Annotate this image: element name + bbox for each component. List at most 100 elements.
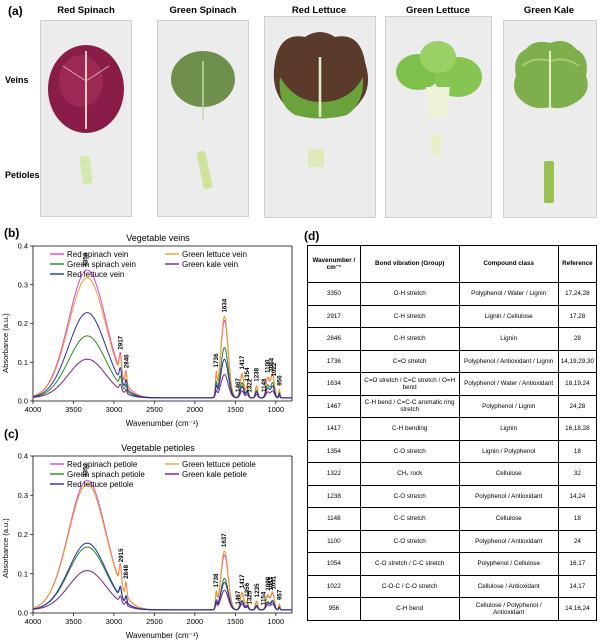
y-axis-label: Absorbance (a.u.) (1, 518, 10, 578)
table-cell: O-H stretch (359, 282, 460, 306)
table-row: 1238 C-O stretch Polyphenol / Antioxidant 1… (307, 484, 598, 508)
peak-label: 1057 (268, 576, 275, 590)
table-cell: Cellulose / Antioxidant (458, 574, 559, 598)
table-row: 1736 C=O stretch Polyphenol / Antioxidant … (307, 349, 598, 373)
photo-green-kale (503, 20, 597, 218)
veins-spectrum-chart: Absorbance (a.u.) Wavenumber (cm⁻¹) 3350… (1, 242, 293, 428)
table-cell: 1322 (307, 462, 361, 486)
x-tick-label: 1500 (227, 617, 244, 626)
table-cell: C-H bending (359, 417, 460, 441)
peak-label: 1354 (244, 367, 251, 381)
table-cell: 956 (307, 597, 361, 621)
peak-label: 1148 (261, 378, 268, 392)
photo-red-lettuce (264, 16, 376, 218)
table-cell: 18 (557, 507, 598, 531)
series-line (32, 312, 292, 399)
peak-label: 1238 (254, 367, 261, 381)
table-row: 1354 C-O stretch Lignin / Polyphenol 18 (307, 439, 598, 463)
x-tick-label: 2500 (146, 405, 163, 414)
table-row: 1417 C-H bending Lignin 16,18,28 (307, 417, 598, 441)
peak-label: 1099 (265, 576, 272, 590)
y-tick-label: 0.2 (18, 319, 28, 328)
x-tick-label: 4000 (25, 405, 42, 414)
x-axis-label: Wavenumber (cm⁻¹) (126, 631, 199, 640)
panel-label-c: (c) (4, 427, 19, 441)
table-cell: 1417 (307, 417, 361, 441)
table-cell: 28 (557, 327, 598, 351)
x-tick-label: 2000 (187, 405, 204, 414)
table-cell: Polyphenol / Cellulose (458, 552, 559, 576)
peak-label: 2848 (123, 564, 130, 578)
table-header-row: Wavenumber / cm⁻¹ Bond vibration (Group)… (307, 245, 598, 283)
photo-col-title: Green Spinach (169, 5, 237, 16)
table-cell: 3350 (307, 282, 361, 306)
table-cell: 14,19,29,30 (557, 349, 598, 373)
green-lettuce-leaf-illustration (396, 41, 482, 155)
table-row: 1322 CH₂ rock Cellulose 32 (307, 462, 598, 486)
peak-label: 1634 (221, 298, 228, 312)
table-cell: Polyphenol / Antioxidant (458, 484, 559, 508)
table-cell: Polyphenol / Water / Lignin (458, 282, 559, 306)
y-tick-label: 0.0 (18, 609, 28, 618)
table-header-cell: Wavenumber / cm⁻¹ (307, 245, 361, 283)
legend-entry: Red spinach vein (67, 250, 128, 259)
y-tick-label: 0.3 (18, 491, 28, 500)
x-tick-label: 2000 (187, 617, 204, 626)
peak-label: 1417 (239, 355, 246, 369)
table-row: 1467 C-H bend / C=C-C aromatic ring stret… (307, 394, 598, 418)
green-kale-leaf-illustration (514, 41, 588, 203)
table-cell: C-O-C / C-O stretch (359, 574, 460, 598)
table-cell: 1054 (307, 552, 361, 576)
table-cell: 1736 (307, 349, 361, 373)
legend-entry: Red lettuce petiole (67, 480, 134, 489)
x-tick-label: 2500 (146, 617, 163, 626)
peak-label: 957 (276, 589, 283, 600)
table-cell: C-O stretch / C-C stretch (359, 552, 460, 576)
peak-label: 956 (276, 375, 283, 386)
table-cell: 32 (557, 462, 598, 486)
peak-label: 2915 (118, 548, 125, 562)
table-cell: C-C stretch (359, 507, 460, 531)
legend-entry: Green lettuce vein (182, 250, 247, 259)
green-spinach-leaf-illustration (171, 51, 235, 189)
peak-label: 2917 (118, 335, 125, 349)
red-lettuce-leaf-illustration (273, 32, 369, 167)
table-cell: 14,17 (557, 574, 598, 598)
table-cell: 1354 (307, 439, 361, 463)
table-cell: Cellulose (458, 507, 559, 531)
table-cell: 16,18,28 (557, 417, 598, 441)
table-header-cell: Bond vibration (Group) (359, 245, 460, 283)
legend-entry: Red spinach petiole (67, 460, 138, 469)
photo-row-label: Petioles (5, 170, 40, 180)
peak-label: 1054 (268, 357, 275, 371)
table-cell: Polyphenol / Antioxidant / Lignin (458, 349, 559, 373)
legend-entry: Green spinach vein (67, 260, 136, 269)
band-assignment-table: Wavenumber / cm⁻¹ Bond vibration (Group)… (307, 245, 598, 621)
x-tick-label: 1000 (267, 617, 284, 626)
petioles-spectrum-chart: Absorbance (a.u.) Wavenumber (cm⁻¹) 3352… (1, 452, 293, 640)
legend-entry: Green lettuce petiole (182, 460, 256, 469)
y-tick-label: 0.4 (18, 452, 28, 461)
x-tick-label: 1500 (227, 405, 244, 414)
table-cell: Polyphenol / Antioxidant (458, 529, 559, 553)
peak-label: 1100 (265, 359, 272, 373)
panel-label-a: (a) (8, 4, 23, 18)
red-spinach-leaf-illustration (48, 45, 124, 185)
table-cell: Lignin / Cellulose (458, 304, 559, 328)
table-row: 1634 C=O stretch / C=C stretch / O=H bend… (307, 372, 598, 396)
table-cell: 1634 (307, 372, 361, 396)
panel-label-b: (b) (4, 226, 20, 240)
peak-label: 1738 (213, 573, 220, 587)
y-tick-label: 0.0 (18, 397, 28, 406)
table-cell: 24 (557, 529, 598, 553)
legend-entry: Red lettuce vein (67, 270, 124, 279)
peak-label: 1736 (213, 353, 220, 367)
table-cell: Lignin (458, 327, 559, 351)
table-row: 2846 C-H stretch Lignin 28 (307, 327, 598, 351)
peak-label: 1031 (270, 575, 277, 589)
table-cell: C=O stretch / C=C stretch / O=H bend (359, 372, 460, 396)
table-row: 1022 C-O-C / C-O stretch Cellulose / Antio… (307, 574, 598, 598)
table-cell: 2917 (307, 304, 361, 328)
table-cell: Cellulose / Polyphenol / Antioxidant (458, 597, 559, 621)
table-cell: 16,17 (557, 552, 598, 576)
